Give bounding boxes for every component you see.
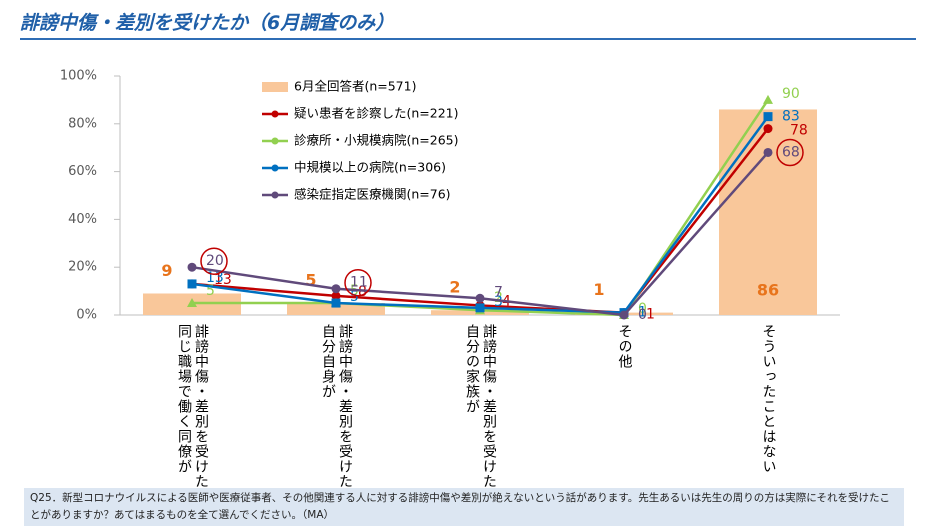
bar-value-label: 1 — [593, 280, 604, 299]
legend: 6月全回答者(n=571) 疑い患者を診察した(n=221) 診療所・小規模病院(n… — [256, 76, 476, 212]
x-tick-label: 誹謗中傷・差別を受けた 同じ職場で働く同僚が — [176, 324, 209, 489]
marker — [475, 293, 485, 303]
x-tick-label: 誹謗中傷・差別を受けた 自分自身が — [320, 324, 353, 489]
bar-value-label: 86 — [757, 281, 779, 300]
marker — [187, 262, 197, 272]
line-value-label: 68 — [782, 144, 800, 160]
chart-title: 誹謗中傷・差別を受けたか（6月調査のみ） — [20, 12, 395, 34]
highlight-ring — [200, 247, 228, 275]
y-tick-label: 100% — [60, 69, 97, 84]
highlight-ring — [344, 268, 372, 297]
marker — [331, 298, 341, 308]
y-tick-label: 0% — [76, 308, 97, 323]
legend-label: 感染症指定医療機関(n=76) — [294, 187, 451, 202]
legend-swatch — [262, 82, 288, 92]
line-value-label: 7 — [494, 284, 503, 300]
line-value-label: 0 — [638, 307, 647, 323]
line-value-label: 0 — [638, 301, 647, 317]
line-value-label: 11 — [350, 275, 368, 291]
line-value-label: 13 — [214, 272, 232, 288]
question-note: Q25．新型コロナウイルスによる医師や医療従事者、その他関連する人に対する誹謗中… — [24, 488, 904, 526]
marker — [187, 298, 197, 308]
marker — [763, 124, 773, 134]
marker — [187, 279, 197, 289]
legend-box — [256, 76, 476, 212]
line-value-label: 3 — [494, 294, 503, 310]
legend-marker — [271, 110, 279, 118]
y-tick-label: 40% — [68, 212, 97, 227]
line-value-label: 5 — [206, 283, 215, 299]
y-tick-label: 20% — [68, 260, 97, 275]
marker — [331, 291, 341, 301]
y-tick-label: 60% — [68, 164, 97, 179]
legend-label: 中規模以上の病院(n=306) — [294, 160, 446, 175]
line-value-label: 83 — [782, 109, 800, 125]
bar-value-label: 5 — [305, 271, 316, 290]
x-tick-label: そういったことはない — [760, 324, 777, 474]
line-value-label: 78 — [790, 123, 808, 139]
legend-marker — [271, 164, 279, 172]
legend-label: 診療所・小規模病院(n=265) — [294, 133, 459, 148]
y-tick-label: 80% — [68, 116, 97, 131]
line-value-label: 20 — [206, 253, 224, 269]
legend-marker — [271, 137, 279, 145]
marker — [331, 284, 341, 294]
bar-value-label: 9 — [161, 261, 172, 280]
legend-marker — [271, 191, 279, 199]
x-tick-label: その他 — [616, 324, 633, 369]
marker — [763, 112, 773, 122]
marker — [763, 147, 773, 157]
line-value-label: 1 — [638, 305, 647, 321]
legend-label: 6月全回答者(n=571) — [294, 79, 416, 94]
line-value-label: 5 — [350, 289, 359, 305]
line-value-label: 2 — [494, 290, 503, 306]
marker — [763, 94, 773, 104]
line-value-label: 8 — [358, 284, 367, 300]
bar-value-label: 2 — [449, 278, 460, 297]
title-rule — [20, 38, 916, 40]
bar — [287, 303, 385, 315]
marker — [475, 303, 485, 313]
highlight-ring — [776, 138, 804, 167]
legend-label: 疑い患者を診察した(n=221) — [294, 106, 459, 121]
x-tick-label: 誹謗中傷・差別を受けた 自分の家族が — [464, 324, 497, 489]
line-value-label: 90 — [782, 86, 800, 102]
line-value-label: 1 — [646, 307, 655, 323]
bar — [719, 109, 817, 316]
marker — [619, 310, 629, 320]
